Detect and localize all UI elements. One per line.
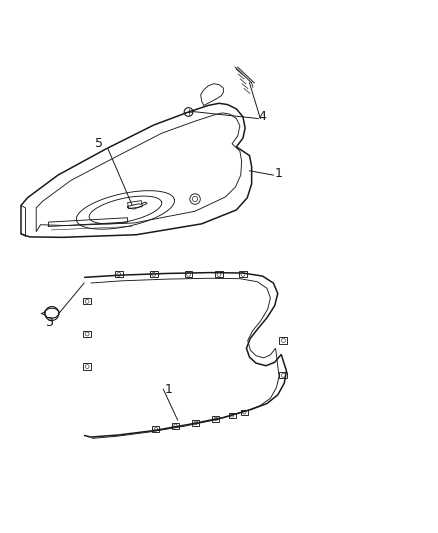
Bar	[185, 271, 192, 278]
Bar	[115, 271, 123, 278]
Bar	[239, 271, 247, 278]
Bar	[279, 337, 287, 344]
Bar	[83, 298, 91, 304]
Bar	[83, 331, 91, 337]
Bar	[215, 271, 223, 278]
Bar	[127, 200, 142, 208]
Text: 5: 5	[95, 137, 103, 150]
Bar	[192, 420, 199, 425]
Bar	[241, 409, 248, 415]
Text: 3: 3	[45, 316, 53, 329]
Bar	[83, 364, 91, 370]
Bar	[279, 372, 287, 378]
Bar	[152, 426, 159, 432]
Bar	[150, 271, 158, 278]
Bar	[172, 423, 179, 429]
Bar	[212, 416, 219, 422]
Text: 4: 4	[258, 110, 266, 123]
Bar	[229, 413, 236, 418]
Text: 1: 1	[165, 383, 173, 395]
Text: 1: 1	[275, 167, 283, 180]
